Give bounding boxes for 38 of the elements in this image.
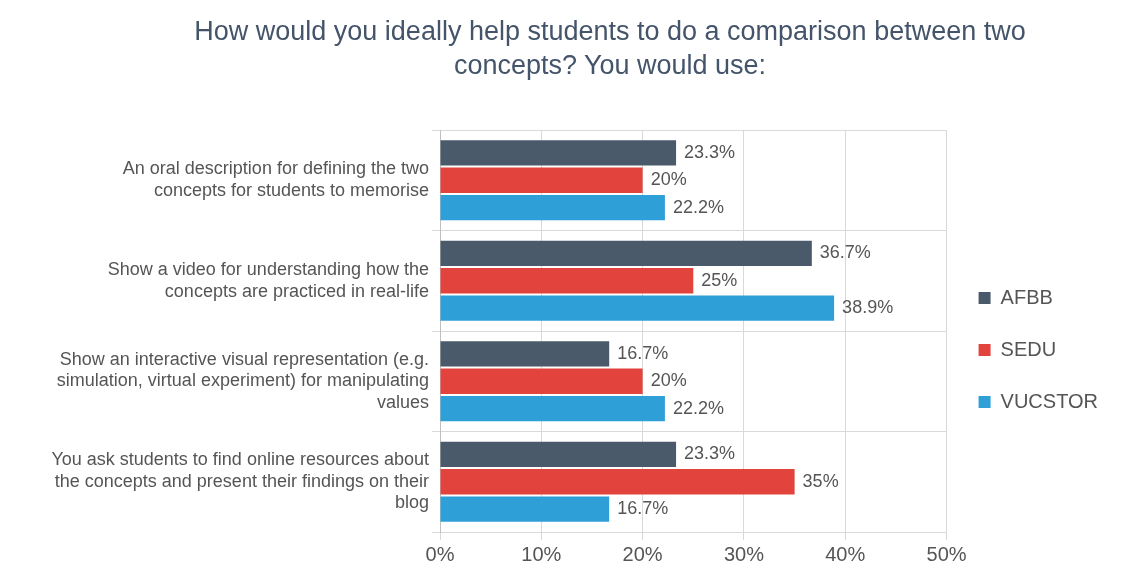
bar bbox=[440, 167, 643, 193]
data-label: 36.7% bbox=[819, 242, 871, 263]
data-label: 25% bbox=[701, 269, 738, 290]
legend-label: VUCSTOR bbox=[1000, 389, 1098, 412]
data-label: 23.3% bbox=[684, 141, 736, 162]
y-tick-label: An oral description for defining the two concepts for students to memorise bbox=[122, 158, 429, 201]
data-label: 20% bbox=[650, 370, 687, 391]
data-label: 22.2% bbox=[672, 397, 724, 418]
bar bbox=[440, 240, 812, 266]
bar bbox=[440, 295, 835, 321]
x-tick-label: 20% bbox=[622, 542, 663, 565]
data-label: 23.3% bbox=[684, 443, 736, 464]
x-tick-label: 40% bbox=[825, 542, 866, 565]
chart-title: How would you ideally help students to do a comparison between two concepts? You would use: bbox=[193, 15, 1027, 82]
bar bbox=[440, 268, 694, 294]
bar bbox=[440, 496, 610, 522]
data-label: 22.2% bbox=[672, 196, 724, 217]
bar bbox=[440, 195, 665, 221]
data-label: 16.7% bbox=[617, 498, 669, 519]
data-label: 16.7% bbox=[617, 342, 669, 363]
data-label: 38.9% bbox=[842, 297, 894, 318]
bar bbox=[440, 469, 795, 495]
x-tick-label: 10% bbox=[521, 542, 562, 565]
bar bbox=[440, 396, 665, 422]
y-tick-label: Show a video for understanding how the concepts are practiced in real-life bbox=[107, 258, 429, 301]
legend-label: AFBB bbox=[1000, 285, 1053, 308]
x-tick-label: 30% bbox=[723, 542, 765, 565]
y-tick-label: You ask students to find online resources about the concepts and present their findings on their blog bbox=[51, 449, 429, 513]
bar bbox=[440, 140, 677, 166]
x-tick-label: 0% bbox=[425, 542, 455, 565]
legend-label: SEDU bbox=[1000, 337, 1057, 360]
bar bbox=[440, 341, 610, 367]
data-label: 20% bbox=[650, 169, 687, 190]
data-label: 35% bbox=[802, 470, 839, 491]
x-tick-label: 50% bbox=[926, 542, 967, 565]
bar bbox=[440, 368, 643, 394]
bar bbox=[440, 441, 677, 467]
y-tick-label: Show an interactive visual representation (e.g. simulation, virtual experiment) for manipulating values bbox=[56, 348, 429, 412]
